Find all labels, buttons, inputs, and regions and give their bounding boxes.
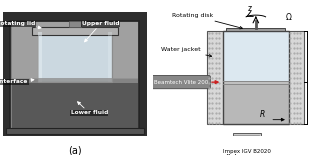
- Circle shape: [256, 144, 260, 148]
- Bar: [39, 36, 111, 81]
- Text: $h_2$: $h_2$: [311, 97, 312, 109]
- Bar: [12, 79, 138, 129]
- Text: $\Omega$: $\Omega$: [285, 11, 293, 22]
- Bar: [12, 22, 138, 79]
- Bar: [37, 32, 42, 82]
- Text: z: z: [247, 4, 252, 13]
- Bar: [226, 28, 285, 31]
- Text: Lower fluid: Lower fluid: [71, 102, 108, 115]
- Bar: [233, 133, 261, 144]
- Text: Rotating lid: Rotating lid: [0, 21, 41, 29]
- Bar: [12, 78, 138, 83]
- Text: Water jacket: Water jacket: [161, 47, 212, 57]
- Bar: [223, 81, 289, 84]
- Text: $R$: $R$: [259, 108, 266, 119]
- Text: Impex IGV B2020: Impex IGV B2020: [223, 149, 271, 154]
- Bar: [37, 32, 112, 82]
- Text: Upper fluid: Upper fluid: [82, 21, 119, 42]
- Bar: [10, 21, 139, 130]
- Bar: [6, 128, 144, 134]
- Bar: [32, 27, 118, 35]
- Text: (b): (b): [224, 154, 238, 155]
- Text: Beamtech Vlite 200: Beamtech Vlite 200: [154, 80, 208, 85]
- Text: Interface: Interface: [0, 79, 34, 84]
- Circle shape: [234, 144, 238, 148]
- Text: (a): (a): [68, 145, 82, 155]
- Text: $h_1$: $h_1$: [311, 50, 312, 63]
- Bar: [223, 82, 289, 124]
- Bar: [108, 32, 112, 82]
- FancyBboxPatch shape: [152, 76, 210, 89]
- Bar: [69, 21, 80, 27]
- Bar: [223, 31, 289, 82]
- Bar: [223, 31, 289, 124]
- Text: Rotating disk: Rotating disk: [172, 13, 242, 29]
- Bar: [207, 31, 304, 124]
